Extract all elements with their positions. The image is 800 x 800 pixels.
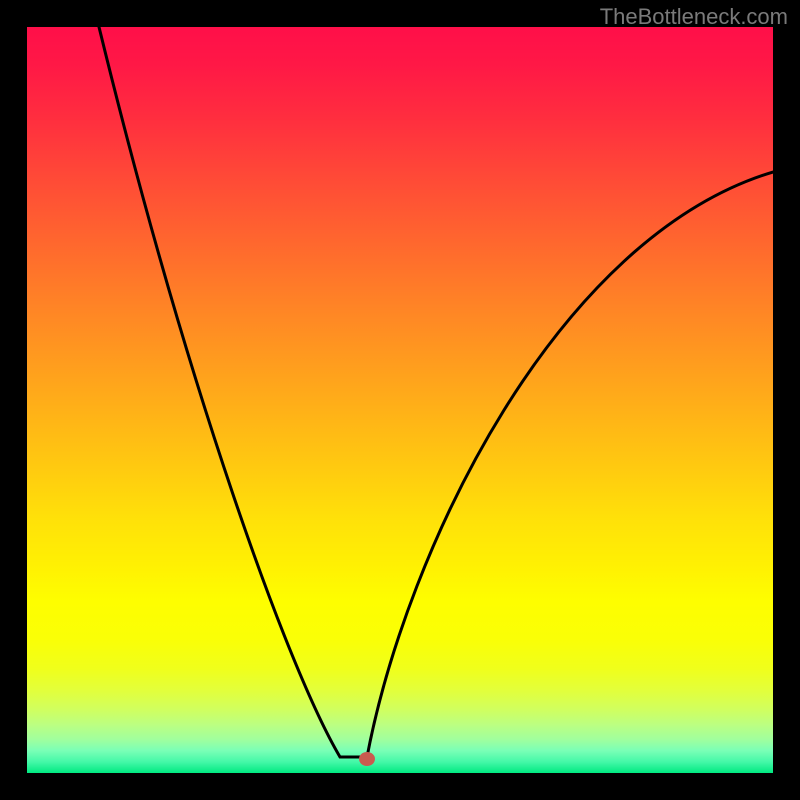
optimal-point-marker xyxy=(359,752,375,766)
plot-area xyxy=(27,27,773,773)
bottleneck-curve xyxy=(99,27,773,757)
bottleneck-curve-svg xyxy=(27,27,773,773)
watermark-text: TheBottleneck.com xyxy=(600,4,788,30)
